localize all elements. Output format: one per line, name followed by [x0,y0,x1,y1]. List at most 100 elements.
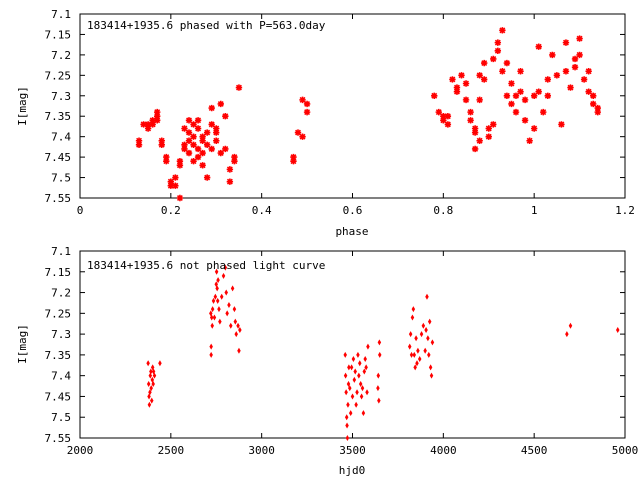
data-point [476,96,483,104]
data-point [190,121,197,128]
data-point [530,125,538,132]
data-point [199,133,206,140]
data-point [346,380,351,387]
data-point [361,410,366,417]
x-tick-label: 0 [77,204,84,217]
data-point [615,326,620,333]
data-point [427,351,431,358]
data-point [358,360,362,367]
data-point [458,72,465,79]
data-point [172,182,179,189]
data-point [214,281,218,288]
data-point [217,149,224,157]
y-tick-label: 7.55 [45,192,72,205]
data-point [462,96,470,104]
data-point [215,297,220,304]
data-point [431,92,438,99]
data-point [544,92,551,99]
data-point [376,385,380,392]
data-point [348,385,352,392]
data-point [346,401,350,408]
x-tick-label: 1 [531,204,538,217]
data-point [444,121,452,128]
x-tick-label: 0.4 [252,204,272,217]
data-point [553,72,561,79]
data-point [503,59,511,67]
data-point [219,293,224,300]
data-point [213,129,220,136]
data-point [471,129,479,136]
data-point [217,100,224,108]
data-point [526,137,533,144]
data-point [176,194,184,202]
data-point [163,158,170,165]
y-tick-label: 7.35 [45,110,72,123]
data-point [490,121,497,128]
data-point [494,39,502,46]
data-point [429,372,434,379]
y-axis-label: I[mag] [16,324,29,364]
data-point [366,343,370,350]
data-point [190,141,197,149]
y-tick-label: 7.4 [51,370,71,383]
data-point [185,117,193,124]
x-tick-label: 0.6 [343,204,363,217]
data-point [190,158,197,165]
data-point [185,137,193,144]
data-point [349,364,354,371]
data-point [530,92,538,99]
data-point [558,121,565,128]
data-point [211,297,216,304]
data-point [428,364,433,371]
data-point [512,92,520,99]
data-point [414,335,418,342]
data-point [299,133,306,140]
data-point [549,51,556,59]
data-point [426,335,430,342]
data-point [481,76,488,83]
data-point [236,322,240,329]
data-point [594,104,601,112]
data-point [238,326,242,333]
data-point [585,68,592,75]
data-point [440,117,447,124]
data-point [158,137,165,144]
data-point [521,96,529,104]
data-point [167,178,175,185]
data-point [377,339,382,346]
data-point [215,285,219,292]
data-point [151,368,156,375]
data-point [176,158,184,165]
data-point [150,397,154,404]
data-point [360,385,365,392]
y-axis-label: I[mag] [16,86,29,126]
data-point [425,293,429,300]
x-axis-label: phase [335,225,368,238]
data-point [410,314,415,321]
data-point [430,339,435,346]
data-point [521,117,529,124]
y-tick-label: 7.5 [51,411,71,424]
y-tick-label: 7.3 [51,328,71,341]
data-point [571,55,579,63]
data-point [590,100,597,108]
data-point [517,68,524,75]
data-point [378,351,382,358]
data-points [135,27,601,202]
y-tick-label: 7.3 [51,90,71,103]
data-point [237,347,241,354]
data-point [485,125,492,132]
data-point [212,314,217,321]
data-point [149,368,153,375]
data-point [208,121,215,128]
data-point [512,108,520,116]
data-point [362,368,367,375]
y-tick-label: 7.1 [51,245,71,258]
data-point [503,92,511,99]
y-tick-label: 7.25 [45,69,72,82]
data-point [355,389,359,396]
data-point [209,310,213,317]
data-point [419,331,424,338]
data-point [567,84,574,91]
data-point [194,125,202,132]
